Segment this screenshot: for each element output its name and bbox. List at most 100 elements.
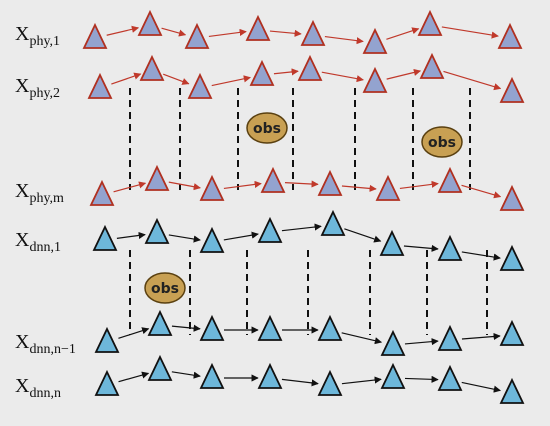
obs-node: [246, 112, 288, 144]
content: Xphy,1Xphy,2Xphy,mXdnn,1Xdnn,n−1Xdnn,nob…: [15, 9, 525, 404]
triangle-node: [139, 54, 165, 81]
arrow: [399, 180, 439, 190]
triangle-node: [499, 244, 525, 271]
triangle-node: [87, 72, 113, 99]
arrow: [163, 73, 190, 85]
arrow: [404, 338, 439, 346]
arrow: [443, 70, 502, 91]
label-sub: phy,1: [29, 34, 60, 49]
arrow: [386, 68, 422, 80]
triangle-node: [317, 314, 343, 341]
triangle-node: [380, 362, 406, 389]
triangle-node: [499, 377, 525, 404]
arrow: [344, 228, 382, 243]
arrow: [111, 72, 142, 85]
label-base: X: [15, 375, 30, 397]
row-label: Xdnn,n−1: [15, 331, 76, 357]
arrow: [461, 184, 502, 199]
triangle-node: [199, 362, 225, 389]
label-base: X: [15, 75, 30, 97]
arrow: [168, 234, 201, 243]
triangle-node: [300, 19, 326, 46]
arrow: [441, 26, 499, 39]
triangle-node: [257, 362, 283, 389]
triangle-node: [245, 14, 271, 41]
triangle-node: [437, 364, 463, 391]
arrow: [223, 231, 259, 241]
label-base: X: [15, 331, 30, 353]
triangle-node: [380, 329, 406, 356]
obs-node: [144, 272, 186, 304]
triangle-node: [317, 169, 343, 196]
label-sub: dnn,1: [29, 240, 61, 255]
triangle-node: [419, 52, 445, 79]
arrow: [341, 184, 377, 192]
label-base: X: [15, 229, 30, 251]
triangle-node: [147, 354, 173, 381]
triangle-node: [184, 22, 210, 49]
triangle-node: [379, 229, 405, 256]
triangle-node: [437, 324, 463, 351]
arrow: [118, 327, 150, 339]
arrow: [208, 28, 247, 38]
obs-label: obs: [428, 135, 456, 151]
triangle-node: [437, 234, 463, 261]
triangle-node: [199, 314, 225, 341]
arrow: [404, 375, 439, 383]
triangle-node: [199, 174, 225, 201]
label-sub: phy,m: [29, 191, 64, 206]
triangle-node: [137, 9, 163, 36]
triangle-node: [249, 59, 275, 86]
arrow: [106, 25, 140, 36]
arrow: [118, 371, 150, 383]
triangle-node: [499, 76, 525, 103]
row-label: Xphy,1: [15, 23, 60, 49]
label-base: X: [15, 180, 30, 202]
arrow: [273, 68, 299, 76]
arrow: [161, 27, 187, 37]
arrow: [281, 223, 322, 232]
row-label: Xdnn,1: [15, 229, 61, 255]
triangle-node: [317, 369, 343, 396]
triangle-node: [362, 66, 388, 93]
arrow: [461, 332, 501, 341]
triangle-node: [147, 309, 173, 336]
label-sub: phy,2: [29, 86, 60, 101]
arrow: [113, 181, 147, 193]
arrow: [321, 71, 364, 83]
arrow: [461, 251, 501, 261]
obs-node: [421, 126, 463, 158]
triangle-node: [260, 166, 286, 193]
obs-label: obs: [253, 121, 281, 137]
triangle-node: [144, 164, 170, 191]
triangle-node: [297, 54, 323, 81]
obs-label: obs: [151, 281, 179, 297]
arrow: [281, 378, 319, 387]
triangle-node: [199, 226, 225, 253]
row-label: Xphy,2: [15, 75, 60, 101]
arrow: [324, 35, 364, 45]
triangle-node: [320, 209, 346, 236]
triangle-node: [257, 314, 283, 341]
arrow: [341, 376, 382, 385]
arrow: [223, 180, 262, 190]
triangle-node: [375, 174, 401, 201]
label-base: X: [15, 23, 30, 45]
triangle-node: [94, 326, 120, 353]
arrow: [386, 27, 420, 40]
row-label: Xphy,m: [15, 180, 64, 206]
triangle-node: [144, 217, 170, 244]
triangle-node: [499, 184, 525, 211]
arrow: [116, 231, 146, 240]
arrow: [211, 75, 251, 87]
triangle-node: [89, 179, 115, 206]
arrow: [403, 244, 439, 252]
label-sub: dnn,n: [29, 386, 61, 401]
arrow: [171, 371, 201, 379]
label-sub: dnn,n−1: [29, 342, 75, 357]
triangle-node: [94, 369, 120, 396]
arrow: [284, 180, 319, 188]
arrow: [269, 29, 302, 37]
